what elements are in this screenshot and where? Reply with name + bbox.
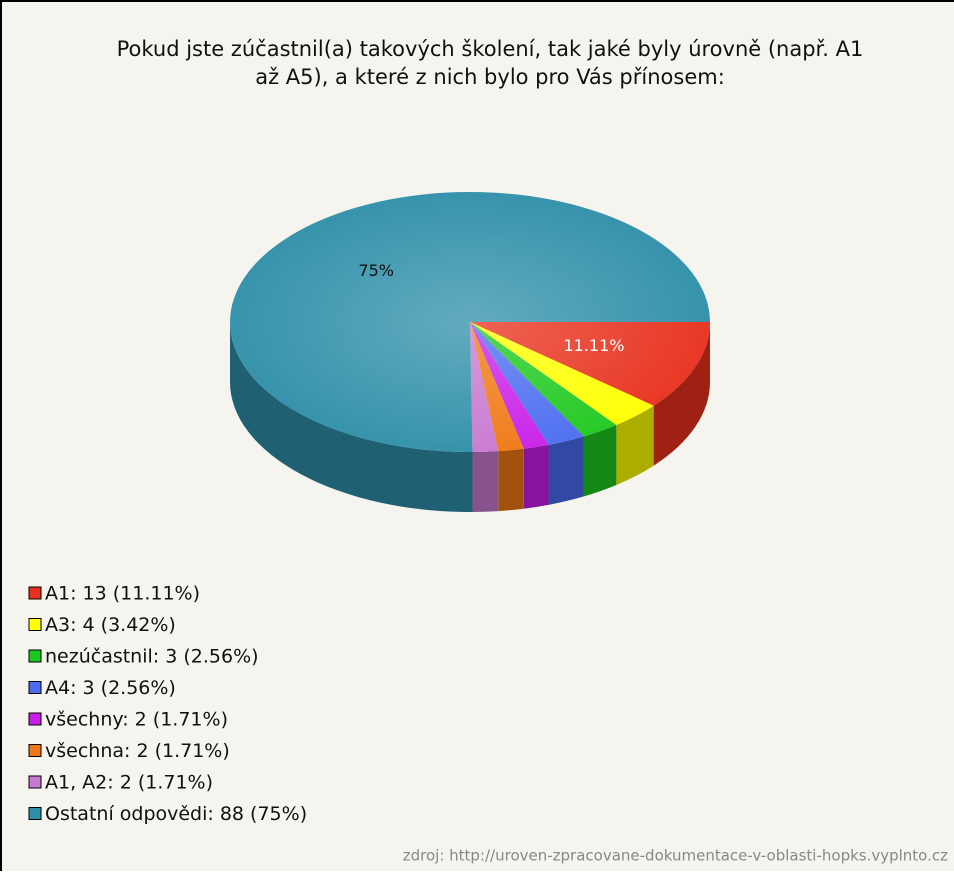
chart-title: až A5), a které z nich bylo pro Vás přín… [255,65,725,89]
legend-label: nezúčastnil: 3 (2.56%) [45,646,259,668]
legend-swatch [28,744,42,757]
legend-swatch [28,649,42,663]
slice-side [548,436,584,505]
slice-label: 75% [358,261,394,280]
legend-label: A3: 4 (3.42%) [45,614,176,636]
legend-swatch [28,712,42,726]
legend-label: A1: 13 (11.11%) [45,583,200,605]
legend-label: Ostatní odpovědi: 88 (75%) [45,803,307,825]
slice-label: 11.11% [563,336,624,355]
slice-side [523,444,549,509]
legend-label: A1, A2: 2 (1.71%) [45,772,213,794]
slice-side [583,425,617,497]
slice-side [472,451,499,512]
legend-swatch [28,681,42,694]
legend-label: všechny: 2 (1.71%) [45,709,228,731]
slice-side [498,448,524,512]
legend-swatch [28,586,42,600]
source: zdroj: http://uroven-zpracovane-dokument… [403,847,948,865]
legend-swatch [28,618,42,631]
chart-title: Pokud jste zúčastnil(a) takových školení… [117,37,864,61]
legend-swatch [28,775,42,789]
slice-side [230,322,473,512]
legend-label: A4: 3 (2.56%) [45,677,176,699]
legend-swatch [28,807,42,820]
legend-label: všechna: 2 (1.71%) [45,740,230,762]
